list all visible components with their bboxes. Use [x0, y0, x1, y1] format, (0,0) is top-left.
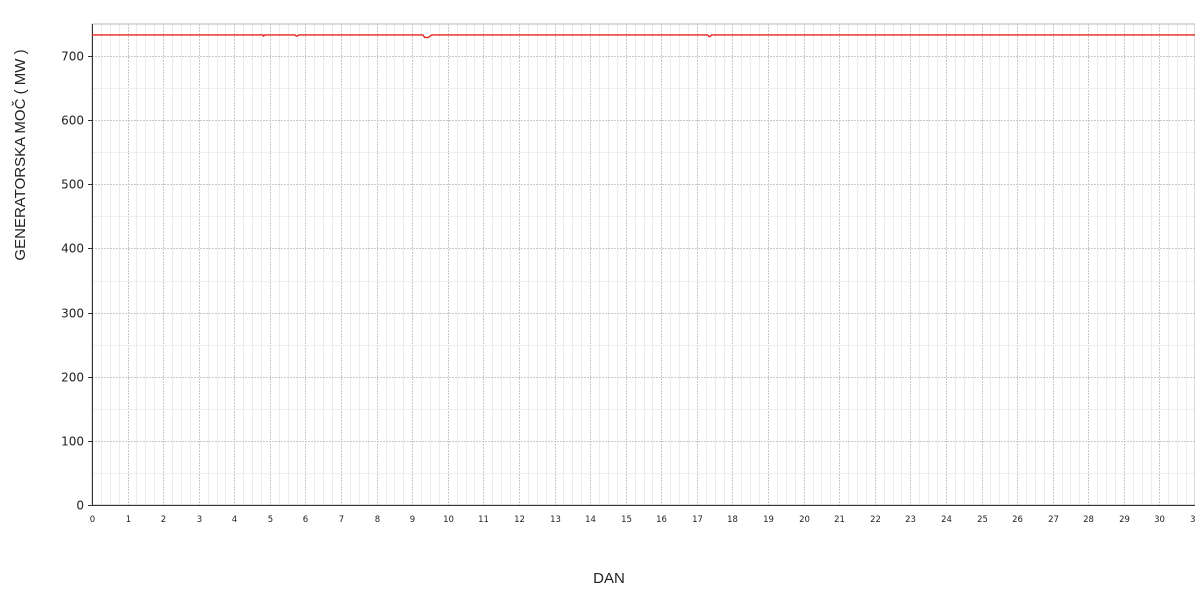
- x-tick-label: 27: [1048, 515, 1059, 525]
- x-tick-label: 30: [1154, 515, 1165, 525]
- x-tick-label: 4: [232, 515, 237, 525]
- x-tick-label: 10: [443, 515, 454, 525]
- x-tick-label: 19: [763, 515, 774, 525]
- y-tick-label: 600: [61, 114, 84, 128]
- x-tick-label: 22: [870, 515, 881, 525]
- series-line-0: [92, 34, 1195, 39]
- axes: [88, 23, 1195, 506]
- x-tick-label: 2: [161, 515, 166, 525]
- x-axis-label: DAN: [593, 570, 625, 587]
- x-tick-label: 14: [585, 515, 596, 525]
- x-tick-label: 21: [834, 515, 845, 525]
- y-tick-label: 200: [61, 371, 84, 385]
- x-tick-label: 1: [126, 515, 131, 525]
- x-tick-labels: 0 1 2 3 4 5 6 7 8 9 10 11 12 13 14 15 16 17 18 19 20 21 22 23 24…: [90, 515, 1195, 525]
- y-tick-label: 300: [61, 307, 84, 321]
- x-tick-label: 0: [90, 515, 95, 525]
- series-layer: [92, 34, 1195, 39]
- y-tick-label: 400: [61, 242, 84, 256]
- y-tick-label: 700: [61, 50, 84, 64]
- x-tick-label: 15: [621, 515, 632, 525]
- x-tick-label: 9: [410, 515, 415, 525]
- x-tick-label: 13: [550, 515, 561, 525]
- x-tick-label: 8: [375, 515, 380, 525]
- x-tick-label: 18: [727, 515, 738, 525]
- x-tick-label: 25: [977, 515, 988, 525]
- x-tick-label: 31: [1190, 515, 1195, 525]
- y-tick-label: 500: [61, 178, 84, 192]
- x-tick-label: 17: [692, 515, 703, 525]
- x-tick-label: 12: [514, 515, 525, 525]
- x-tick-label: 5: [268, 515, 273, 525]
- x-tick-label: 24: [941, 515, 952, 525]
- y-tick-label: 0: [76, 499, 84, 513]
- x-tick-label: 3: [197, 515, 202, 525]
- grid: [92, 24, 1195, 505]
- x-tick-label: 26: [1012, 515, 1023, 525]
- y-tick-label: 100: [61, 435, 84, 449]
- y-axis-label: GENERATORSKA MOČ ( MW ): [12, 49, 29, 260]
- y-tick-labels: 0 100 200 300 400 500 600 700: [61, 50, 84, 513]
- x-tick-label: 29: [1119, 515, 1130, 525]
- x-tick-label: 16: [656, 515, 667, 525]
- plot-border: [91, 23, 1195, 506]
- x-tick-label: 28: [1083, 515, 1094, 525]
- x-tick-label: 20: [799, 515, 810, 525]
- x-tick-label: 7: [339, 515, 344, 525]
- x-tick-label: 11: [478, 515, 489, 525]
- x-tick-label: 6: [303, 515, 308, 525]
- x-tick-label: 23: [905, 515, 916, 525]
